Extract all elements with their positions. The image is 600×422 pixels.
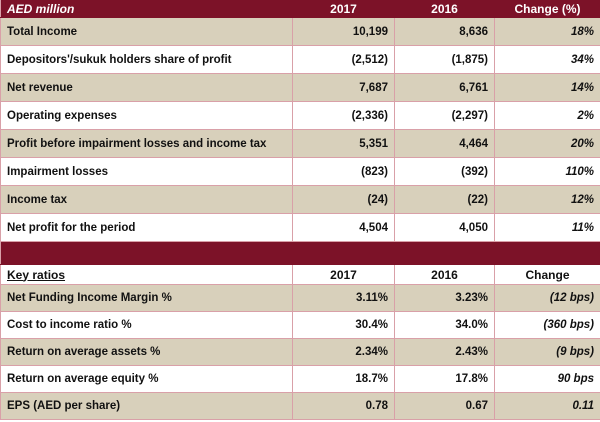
change-value: 90 bps	[494, 365, 600, 393]
value-2017: (2,512)	[292, 45, 395, 74]
table-row: Return on average equity % 18.7% 17.8% 9…	[0, 365, 600, 393]
col-2017-header: 2017	[292, 264, 395, 285]
section-divider	[0, 241, 600, 265]
unit-label: AED million	[0, 0, 293, 18]
divider-cell	[494, 241, 600, 265]
ratios-section-title: Key ratios	[0, 264, 293, 285]
table-row: Profit before impairment losses and inco…	[0, 129, 600, 158]
value-2016: 8,636	[394, 17, 495, 46]
table-row: Cost to income ratio % 30.4% 34.0% (360 …	[0, 311, 600, 339]
row-label: Operating expenses	[0, 101, 293, 130]
col-change-header: Change	[494, 264, 600, 285]
change-value: 0.11	[494, 392, 600, 420]
value-2016: (22)	[394, 185, 495, 214]
value-2016: (2,297)	[394, 101, 495, 130]
value-2016: 6,761	[394, 73, 495, 102]
value-2016: 0.67	[394, 392, 495, 420]
col-2017-header: 2017	[292, 0, 395, 18]
row-label: Impairment losses	[0, 157, 293, 186]
value-2017: (823)	[292, 157, 395, 186]
value-2017: (24)	[292, 185, 395, 214]
divider-cell	[394, 241, 495, 265]
income-header-row: AED million 2017 2016 Change (%)	[0, 0, 600, 18]
row-label: Total Income	[0, 17, 293, 46]
table-row: Income tax (24) (22) 12%	[0, 185, 600, 214]
row-label: EPS (AED per share)	[0, 392, 293, 420]
value-2017: 0.78	[292, 392, 395, 420]
change-value: 20%	[494, 129, 600, 158]
row-label: Return on average assets %	[0, 338, 293, 366]
table-row: EPS (AED per share) 0.78 0.67 0.11	[0, 392, 600, 420]
row-label: Return on average equity %	[0, 365, 293, 393]
change-value: 12%	[494, 185, 600, 214]
table-row: Total Income 10,199 8,636 18%	[0, 17, 600, 46]
value-2017: (2,336)	[292, 101, 395, 130]
value-2017: 3.11%	[292, 284, 395, 312]
change-value: (360 bps)	[494, 311, 600, 339]
table-row: Net Funding Income Margin % 3.11% 3.23% …	[0, 284, 600, 312]
row-label: Net profit for the period	[0, 213, 293, 242]
value-2016: 4,050	[394, 213, 495, 242]
table-row: Net revenue 7,687 6,761 14%	[0, 73, 600, 102]
change-value: 11%	[494, 213, 600, 242]
row-label: Net Funding Income Margin %	[0, 284, 293, 312]
row-label: Net revenue	[0, 73, 293, 102]
ratios-header-row: Key ratios 2017 2016 Change	[0, 264, 600, 285]
col-2016-header: 2016	[394, 264, 495, 285]
divider-cell	[0, 241, 293, 265]
value-2017: 5,351	[292, 129, 395, 158]
value-2017: 4,504	[292, 213, 395, 242]
change-value: 110%	[494, 157, 600, 186]
value-2016: 2.43%	[394, 338, 495, 366]
row-label: Cost to income ratio %	[0, 311, 293, 339]
value-2017: 18.7%	[292, 365, 395, 393]
change-value: 18%	[494, 17, 600, 46]
divider-cell	[292, 241, 395, 265]
change-value: (12 bps)	[494, 284, 600, 312]
change-value: 34%	[494, 45, 600, 74]
col-2016-header: 2016	[394, 0, 495, 18]
table-row: Impairment losses (823) (392) 110%	[0, 157, 600, 186]
value-2016: 17.8%	[394, 365, 495, 393]
row-label: Income tax	[0, 185, 293, 214]
value-2016: 3.23%	[394, 284, 495, 312]
value-2017: 2.34%	[292, 338, 395, 366]
value-2017: 30.4%	[292, 311, 395, 339]
value-2016: 4,464	[394, 129, 495, 158]
change-value: (9 bps)	[494, 338, 600, 366]
table-row: Return on average assets % 2.34% 2.43% (…	[0, 338, 600, 366]
value-2017: 10,199	[292, 17, 395, 46]
table-row: Net profit for the period 4,504 4,050 11…	[0, 213, 600, 242]
col-change-header: Change (%)	[494, 0, 600, 18]
row-label: Depositors'/sukuk holders share of profi…	[0, 45, 293, 74]
row-label: Profit before impairment losses and inco…	[0, 129, 293, 158]
change-value: 2%	[494, 101, 600, 130]
table-row: Depositors'/sukuk holders share of profi…	[0, 45, 600, 74]
table-row: Operating expenses (2,336) (2,297) 2%	[0, 101, 600, 130]
value-2016: 34.0%	[394, 311, 495, 339]
value-2016: (392)	[394, 157, 495, 186]
value-2016: (1,875)	[394, 45, 495, 74]
change-value: 14%	[494, 73, 600, 102]
value-2017: 7,687	[292, 73, 395, 102]
